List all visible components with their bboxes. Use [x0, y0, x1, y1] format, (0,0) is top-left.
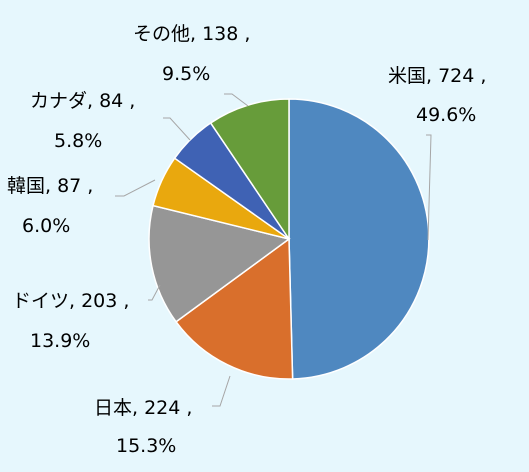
slice-percent-japan: 15.3%	[116, 435, 176, 457]
pie-slice-germany	[148, 204, 291, 323]
pie-slice-other	[209, 98, 290, 242]
pie-slice-us	[288, 98, 430, 380]
slice-percent-germany: 13.9%	[30, 330, 90, 352]
leader-line-japan	[212, 375, 231, 407]
slice-label-canada: カナダ, 84 ,	[30, 90, 135, 112]
slice-label-germany: ドイツ, 203 ,	[12, 290, 129, 312]
leader-line-canada	[163, 117, 191, 141]
slice-label-us: 米国, 724 ,	[388, 65, 486, 87]
slice-label-japan: 日本, 224 ,	[94, 397, 192, 419]
leader-line-korea	[115, 179, 156, 197]
leader-line-other	[224, 93, 249, 107]
slice-percent-korea: 6.0%	[22, 215, 70, 237]
slice-percent-canada: 5.8%	[54, 130, 102, 152]
slice-percent-other: 9.5%	[162, 63, 210, 85]
slice-percent-us: 49.6%	[416, 104, 476, 126]
pie-slices	[148, 98, 430, 380]
leader-line-us	[426, 134, 432, 241]
slice-label-other: その他, 138 ,	[133, 23, 250, 45]
slice-label-korea: 韓国, 87 ,	[7, 175, 93, 197]
leader-line-germany	[148, 284, 161, 301]
pie-labels: 米国, 724 , 49.6% 日本, 224 , 15.3% ドイツ, 203 , 13…	[7, 23, 486, 457]
pie-slice-japan	[175, 237, 294, 380]
